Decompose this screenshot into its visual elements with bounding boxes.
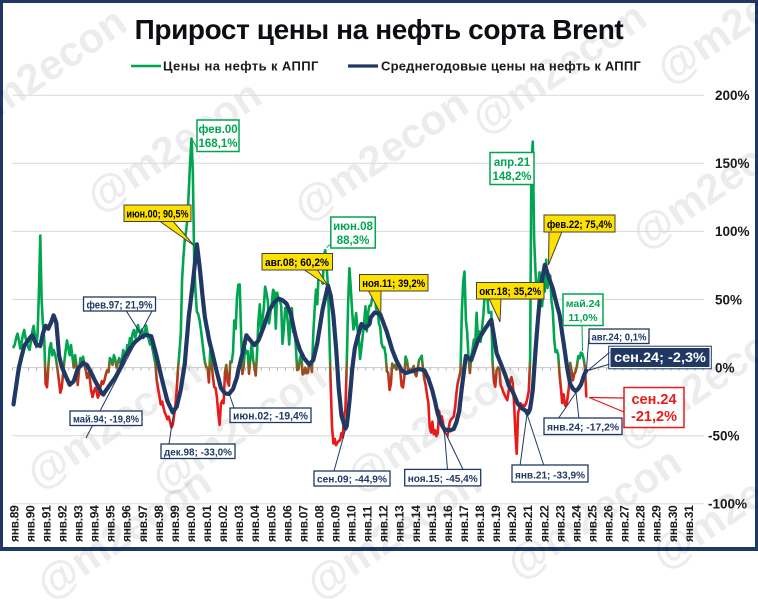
svg-text:100%: 100% xyxy=(715,224,750,239)
svg-text:май.24: май.24 xyxy=(566,298,601,310)
svg-text:янв.03: янв.03 xyxy=(232,505,246,542)
svg-text:янв.26: янв.26 xyxy=(602,505,616,542)
svg-text:янв.90: янв.90 xyxy=(23,505,37,542)
svg-text:янв.27: янв.27 xyxy=(618,505,632,542)
svg-text:фев.22; 75,4%: фев.22; 75,4% xyxy=(547,219,612,231)
svg-text:фев.00: фев.00 xyxy=(198,124,237,136)
svg-text:июн.08: июн.08 xyxy=(333,221,373,233)
svg-text:янв.89: янв.89 xyxy=(7,505,21,542)
svg-text:сен.09; -44,9%: сен.09; -44,9% xyxy=(317,474,388,486)
svg-text:янв.12: янв.12 xyxy=(377,505,391,542)
svg-text:200%: 200% xyxy=(715,88,750,103)
svg-text:янв.21: янв.21 xyxy=(521,505,535,542)
svg-text:-21,2%: -21,2% xyxy=(631,409,677,425)
svg-text:янв.00: янв.00 xyxy=(184,505,198,542)
svg-text:янв.15: янв.15 xyxy=(425,505,439,542)
svg-text:11,0%: 11,0% xyxy=(568,312,598,324)
svg-text:150%: 150% xyxy=(715,156,750,171)
svg-text:янв.17: янв.17 xyxy=(457,505,471,542)
svg-text:янв.13: янв.13 xyxy=(393,505,407,542)
svg-text:янв.08: янв.08 xyxy=(312,505,326,542)
svg-text:88,3%: 88,3% xyxy=(337,235,370,247)
svg-text:окт.18; 35,2%: окт.18; 35,2% xyxy=(479,286,541,298)
svg-text:янв.18: янв.18 xyxy=(473,505,487,542)
svg-text:янв.95: янв.95 xyxy=(104,505,118,542)
svg-text:янв.22: янв.22 xyxy=(537,505,551,542)
svg-text:авг.24; 0,1%: авг.24; 0,1% xyxy=(592,332,648,344)
svg-text:янв.23: янв.23 xyxy=(553,505,567,542)
svg-text:янв.25: янв.25 xyxy=(586,505,600,542)
svg-text:янв.99: янв.99 xyxy=(168,505,182,542)
svg-text:янв.98: янв.98 xyxy=(152,505,166,542)
svg-text:168,1%: 168,1% xyxy=(198,138,237,150)
svg-text:янв.09: янв.09 xyxy=(329,505,343,542)
svg-text:янв.31: янв.31 xyxy=(682,505,696,542)
svg-text:янв.24: янв.24 xyxy=(569,505,583,542)
svg-text:50%: 50% xyxy=(715,292,742,307)
svg-text:янв.91: янв.91 xyxy=(39,505,53,542)
svg-text:янв.10: янв.10 xyxy=(345,505,359,542)
svg-text:148,2%: 148,2% xyxy=(492,171,531,183)
svg-text:янв.24; -17,2%: янв.24; -17,2% xyxy=(547,422,620,434)
svg-text:янв.93: янв.93 xyxy=(72,505,86,542)
svg-text:янв.97: янв.97 xyxy=(136,505,150,542)
svg-text:0%: 0% xyxy=(715,360,735,375)
svg-text:фев.97; 21,9%: фев.97; 21,9% xyxy=(87,300,153,312)
svg-text:янв.06: янв.06 xyxy=(280,505,294,542)
svg-text:янв.14: янв.14 xyxy=(409,505,423,542)
svg-text:май.94; -19,8%: май.94; -19,8% xyxy=(73,414,140,426)
svg-text:янв.30: янв.30 xyxy=(666,505,680,542)
svg-text:янв.07: янв.07 xyxy=(296,505,310,542)
svg-text:янв.04: янв.04 xyxy=(248,505,262,542)
svg-text:сен.24; -2,3%: сен.24; -2,3% xyxy=(614,350,706,365)
svg-text:Цены на нефть к АППГ: Цены на нефть к АППГ xyxy=(163,59,319,74)
svg-text:янв.05: янв.05 xyxy=(264,505,278,542)
svg-text:янв.94: янв.94 xyxy=(88,505,102,542)
svg-text:янв.96: янв.96 xyxy=(120,505,134,542)
svg-text:дек.98; -33,0%: дек.98; -33,0% xyxy=(164,447,233,459)
svg-text:ноя.15; -45,4%: ноя.15; -45,4% xyxy=(408,473,479,485)
svg-text:янв.29: янв.29 xyxy=(650,505,664,542)
svg-text:апр.21: апр.21 xyxy=(494,157,531,169)
svg-text:янв.92: янв.92 xyxy=(56,505,70,542)
svg-text:ноя.11; 39,2%: ноя.11; 39,2% xyxy=(362,278,425,290)
svg-text:авг.08; 60,2%: авг.08; 60,2% xyxy=(265,257,329,269)
svg-text:янв.28: янв.28 xyxy=(634,505,648,542)
svg-text:янв.16: янв.16 xyxy=(441,505,455,542)
svg-text:янв.11: янв.11 xyxy=(361,506,375,542)
svg-text:янв.21; -33,9%: янв.21; -33,9% xyxy=(515,470,586,482)
svg-text:янв.02: янв.02 xyxy=(216,505,230,542)
svg-text:-100%: -100% xyxy=(708,497,747,512)
svg-text:-50%: -50% xyxy=(708,429,740,444)
svg-text:июн.02; -19,4%: июн.02; -19,4% xyxy=(233,411,308,423)
svg-text:янв.20: янв.20 xyxy=(505,505,519,542)
svg-text:июн.00; 90,5%: июн.00; 90,5% xyxy=(127,209,189,221)
svg-text:янв.01: янв.01 xyxy=(200,505,214,542)
svg-text:сен.24: сен.24 xyxy=(631,392,676,408)
svg-text:янв.19: янв.19 xyxy=(489,505,503,542)
svg-text:Среднегодовые цены на нефть к: Среднегодовые цены на нефть к АППГ xyxy=(381,59,641,74)
